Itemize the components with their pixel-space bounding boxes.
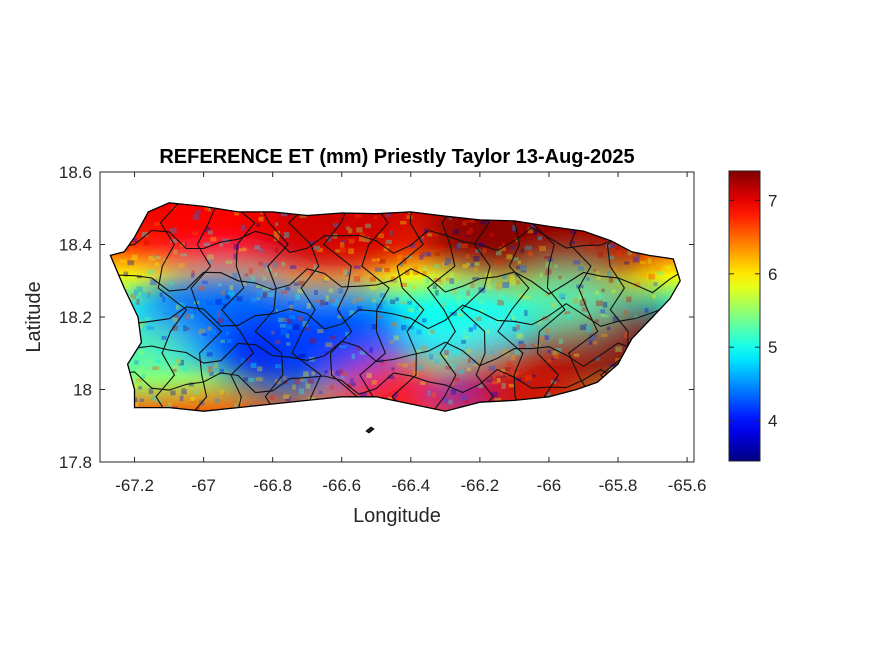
y-tick-label: 18: [73, 381, 92, 400]
y-tick-label: 18.2: [59, 308, 92, 327]
municipal-boundary: [155, 202, 188, 412]
municipal-boundary: [110, 303, 681, 330]
x-tick-label: -67.2: [115, 476, 154, 495]
municipal-boundary: [323, 202, 358, 412]
municipal-boundary: [530, 202, 566, 412]
municipal-boundary: [110, 340, 681, 368]
coastline: [109, 202, 681, 412]
x-tick-label: -66.6: [322, 476, 361, 495]
municipal-boundaries: [110, 202, 681, 412]
y-axis-ticks: 17.8 18 18.2 18.4 18.6: [59, 163, 694, 472]
et-hotspot: [414, 289, 511, 345]
municipal-boundary: [110, 368, 681, 395]
x-tick-label: -66.8: [253, 476, 292, 495]
colorbar-tick-label: 7: [768, 191, 777, 210]
municipal-boundary: [359, 202, 391, 412]
x-tick-label: -65.6: [668, 476, 707, 495]
municipal-boundary: [288, 202, 322, 412]
municipal-boundary: [496, 202, 530, 412]
x-axis-ticks: -67.2 -67 -66.8 -66.6 -66.4 -66.2 -66 -65.8 -65.…: [115, 172, 706, 495]
municipal-boundary: [110, 226, 681, 254]
municipal-boundary: [254, 202, 289, 412]
y-tick-label: 17.8: [59, 453, 92, 472]
municipal-boundary: [568, 202, 602, 412]
municipal-boundary: [426, 202, 457, 412]
colorbar-tick-label: 6: [768, 265, 777, 284]
et-hotspot: [521, 272, 612, 325]
colorbar: 4 5 6 7: [728, 170, 777, 462]
chart-title: REFERENCE ET (mm) Priestly Taylor 13-Aug…: [159, 146, 634, 168]
colorbar-tick-label: 4: [768, 412, 777, 431]
x-tick-label: -67: [191, 476, 216, 495]
x-tick-label: -65.8: [599, 476, 638, 495]
caja-de-muertos-island: [365, 426, 375, 434]
x-tick-label: -66.4: [391, 476, 430, 495]
x-tick-label: -66: [537, 476, 562, 495]
et-hotspot: [428, 379, 477, 408]
colorbar-tick-label: 5: [768, 338, 777, 357]
colorbar-ticks: 4 5 6 7: [729, 191, 777, 431]
municipal-boundary: [110, 268, 681, 295]
municipal-boundary: [391, 202, 425, 412]
y-tick-label: 18.6: [59, 163, 92, 182]
x-tick-label: -66.2: [461, 476, 500, 495]
colorbar-gradient: [728, 170, 761, 462]
y-axis-label: Latitude: [23, 281, 45, 352]
y-tick-label: 18.4: [59, 236, 92, 255]
x-axis-label: Longitude: [353, 505, 441, 527]
